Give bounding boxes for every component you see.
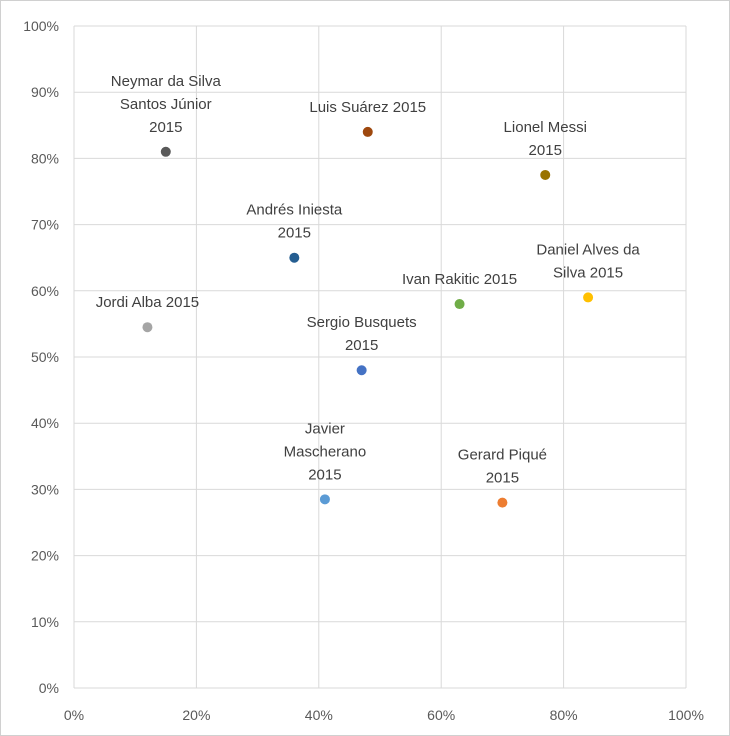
y-tick-label: 10% [31,614,59,630]
y-tick-label: 30% [31,481,59,497]
y-tick-label: 90% [31,84,59,100]
data-label: Ivan Rakitic 2015 [402,271,517,288]
data-label: 2015 [529,142,562,159]
data-label: Luis Suárez 2015 [309,99,426,116]
x-tick-label: 20% [182,707,210,723]
data-point [497,497,508,508]
data-point [160,146,171,157]
data-label: 2015 [278,225,311,242]
data-labels: Neymar da Silva Santos Júnior 2015 Luis Suá… [96,73,641,487]
y-tick-label: 70% [31,217,59,233]
y-tick-label: 80% [31,150,59,166]
y-tick-label: 20% [31,548,59,564]
data-point [540,169,551,180]
data-label: Jordi Alba 2015 [96,294,199,311]
data-label: Silva 2015 [553,264,623,281]
data-point [454,299,465,310]
data-label: 2015 [345,337,378,354]
x-tick-label: 80% [550,707,578,723]
x-tick-label: 40% [305,707,333,723]
data-points [142,126,594,508]
data-point [356,365,367,376]
data-label: Daniel Alves da [536,241,640,258]
y-tick-label: 50% [31,349,59,365]
data-label: Neymar da Silva [111,73,222,90]
data-label: Lionel Messi [504,119,587,136]
y-tick-label: 100% [23,18,59,34]
data-label: 2015 [149,119,182,136]
data-point [319,494,330,505]
data-label: Sergio Busquets [307,314,417,331]
data-label: Gerard Piqué [458,447,547,464]
data-label: 2015 [486,470,519,487]
data-point [583,292,594,303]
x-tick-label: 0% [64,707,84,723]
data-label: Andrés Iniesta [246,202,343,219]
data-label: Mascherano [284,443,367,460]
y-tick-label: 40% [31,415,59,431]
data-label: 2015 [308,466,341,483]
gridlines [73,25,687,689]
x-tick-label: 60% [427,707,455,723]
y-tick-label: 60% [31,283,59,299]
y-tick-label: 0% [39,680,59,696]
data-point [142,322,153,333]
axis-tick-labels: 0% 10% 20% 30% 40% 50% 60% 70% 80% 90% 100% 0% 20% 40… [23,18,704,723]
data-point [362,126,373,137]
x-tick-label: 100% [668,707,704,723]
data-label: Javier [305,420,345,437]
data-point [289,252,300,263]
data-label: Santos Júnior [120,96,212,113]
